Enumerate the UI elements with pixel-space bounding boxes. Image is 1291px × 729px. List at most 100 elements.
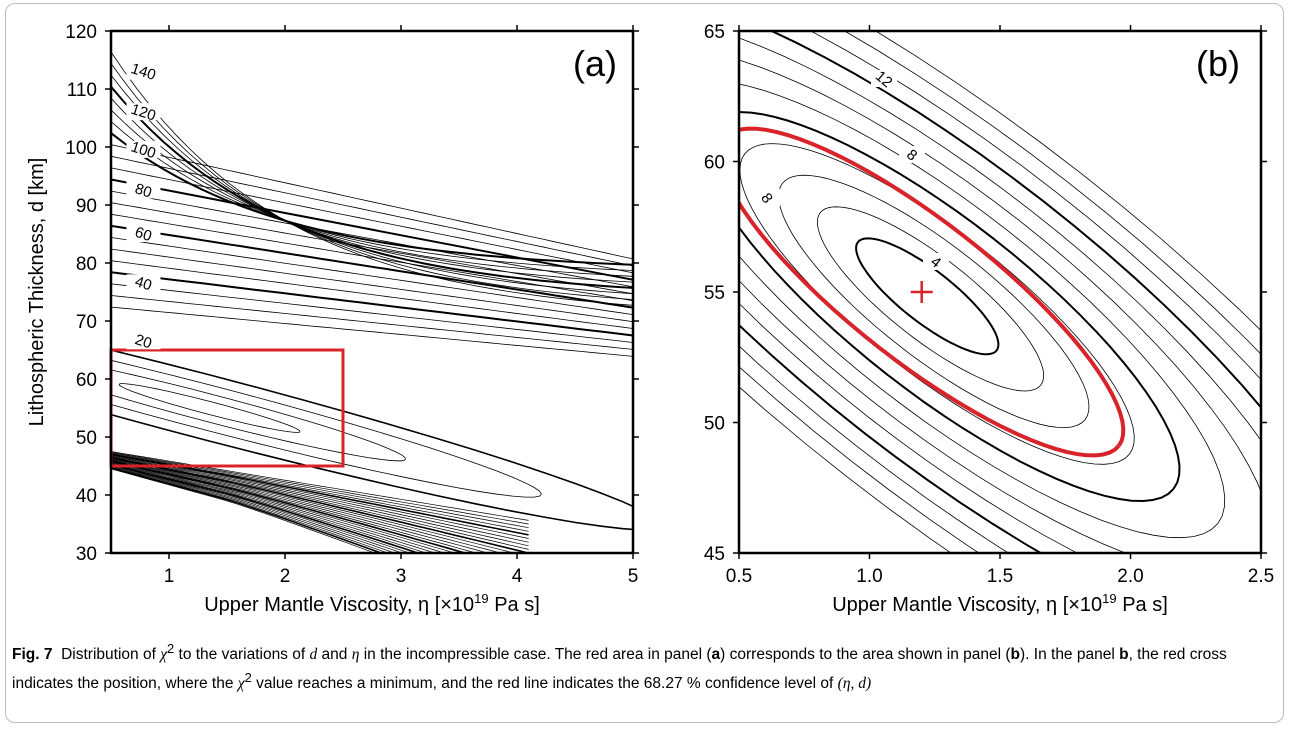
contour-label: 140	[129, 60, 158, 84]
contour-line	[111, 51, 633, 306]
contour-line	[855, 237, 1000, 356]
y-tick-label: 120	[65, 22, 97, 43]
figure-caption: Fig. 7 Distribution of χ2 to the variati…	[12, 641, 1227, 693]
panel-a-contour-labels: 20 40 60 80 100 120 140	[126, 60, 161, 352]
contour-line	[111, 468, 376, 553]
contour-line	[111, 98, 633, 283]
y-tick-label: 80	[76, 254, 97, 275]
contour-line	[111, 463, 421, 553]
y-tick-label: 65	[704, 22, 725, 43]
y-tick-label: 60	[76, 370, 97, 391]
contour-line	[111, 465, 404, 553]
x-tick-label: 0.5	[726, 566, 752, 587]
contour-line	[111, 109, 633, 277]
contour-line	[111, 132, 633, 266]
x-tick-label: 3	[396, 566, 407, 587]
panel-a-label: (a)	[573, 43, 617, 84]
contour-line	[111, 460, 478, 553]
contour-line	[111, 237, 633, 315]
contour-line	[111, 74, 633, 295]
contour-line	[111, 144, 633, 260]
contour-label: 80	[133, 180, 154, 201]
y-tick-label: 60	[704, 153, 725, 174]
contour-line	[111, 86, 633, 289]
contour-line	[111, 460, 468, 553]
x-tick-label: 2.0	[1117, 566, 1143, 587]
contour-line	[111, 465, 411, 553]
contour-line	[111, 452, 529, 529]
contour-line	[111, 455, 529, 543]
contour-line	[739, 59, 1261, 553]
panel-b-min-marker	[910, 281, 933, 303]
y-tick-label: 70	[76, 312, 97, 333]
panel-b-xlabel: Upper Mantle Viscosity, η [×1019 Pa s]	[832, 591, 1168, 616]
contour-line	[111, 167, 633, 274]
contour-line	[111, 224, 633, 309]
x-tick-label: 2	[280, 566, 291, 587]
contour-line	[118, 383, 301, 433]
panel-a-contours	[111, 51, 633, 553]
x-tick-label: 5	[628, 566, 639, 587]
panel-a-xlabel: Upper Mantle Viscosity, η [×1019 Pa s]	[204, 591, 540, 616]
contour-line	[739, 31, 1261, 553]
figure-frame	[5, 3, 1284, 723]
contour-line	[111, 248, 633, 322]
contour-line	[739, 143, 1135, 465]
contour-line	[111, 271, 633, 337]
x-tick-label: 2.5	[1248, 566, 1274, 587]
panel-a-highlight-box	[109, 348, 345, 468]
contour-label: 20	[133, 331, 154, 352]
contour-line	[111, 467, 384, 553]
contour-line	[778, 174, 1090, 429]
panel-b-ticks: 0.5 1.0 1.5 2.0 2.5 45 50 55 60 65	[704, 22, 1274, 587]
x-tick-label: 4	[512, 566, 523, 587]
contour-line	[111, 260, 633, 329]
contour-line	[739, 111, 1181, 503]
contour-line	[111, 458, 516, 553]
contour-label: 100	[129, 138, 158, 162]
panel-a: 20 40 60 80 100 120 140 1 2 3 4 5 30 40 50 60 70 80 90 100…	[26, 22, 639, 616]
x-tick-label: 1.0	[856, 566, 882, 587]
y-tick-label: 110	[67, 80, 97, 101]
contour-label: 40	[133, 273, 154, 294]
contour-line	[111, 456, 529, 550]
contour-line	[111, 463, 428, 553]
contour-line	[111, 283, 633, 343]
panel-a-ticks: 1 2 3 4 5 30 40 50 60 70 80 90 100 110 120	[65, 22, 639, 587]
panel-b-label: (b)	[1196, 43, 1240, 84]
contour-line	[111, 359, 542, 498]
contour-line	[111, 462, 437, 553]
contour-label: 60	[133, 224, 154, 245]
contour-line	[111, 369, 406, 462]
contour-line	[111, 457, 529, 553]
y-tick-label: 100	[65, 138, 97, 159]
y-tick-label: 30	[76, 544, 97, 565]
contour-line	[739, 31, 1261, 553]
contour-line	[739, 83, 1226, 539]
y-tick-label: 55	[704, 283, 725, 304]
contour-line	[111, 459, 490, 553]
contour-line	[111, 467, 389, 553]
contour-line	[111, 306, 633, 357]
contour-line	[111, 121, 633, 271]
panel-b-contours	[739, 31, 1261, 553]
caption-fig-label: Fig. 7	[12, 646, 53, 664]
contour-line	[111, 458, 502, 553]
contour-line	[111, 462, 446, 553]
contour-line	[739, 31, 1261, 553]
confidence-contour	[739, 126, 1126, 458]
x-tick-label: 1	[164, 566, 175, 587]
contour-line	[111, 456, 529, 547]
contour-label: 120	[129, 101, 158, 125]
panel-a-ylabel: Lithospheric Thickness, d [km]	[26, 158, 48, 427]
contour-line	[111, 63, 633, 300]
contour-line	[111, 454, 529, 539]
y-tick-label: 45	[704, 544, 725, 565]
contour-line	[739, 31, 1261, 553]
contour-line	[739, 37, 1261, 553]
x-tick-label: 1.5	[987, 566, 1013, 587]
contour-line	[111, 461, 456, 553]
